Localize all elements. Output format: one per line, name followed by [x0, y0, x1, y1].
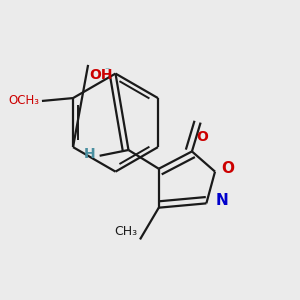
Text: ⁻: ⁻ [104, 66, 109, 76]
Text: OH: OH [89, 68, 113, 82]
Text: OCH₃: OCH₃ [8, 94, 39, 107]
Text: O: O [196, 130, 208, 144]
Text: N: N [216, 193, 229, 208]
Text: O: O [221, 161, 235, 176]
Text: H: H [84, 147, 95, 161]
Text: CH₃: CH₃ [114, 225, 137, 238]
